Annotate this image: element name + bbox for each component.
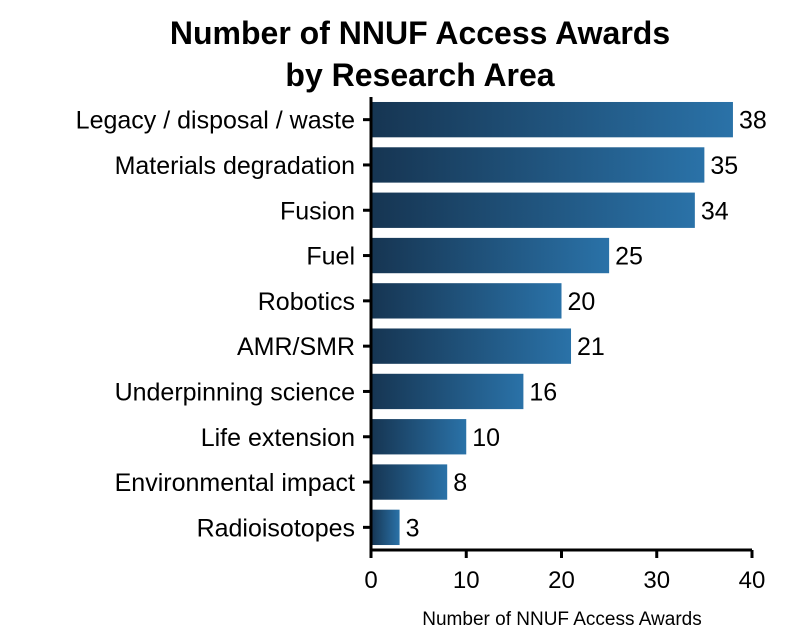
data-label: 38 xyxy=(739,107,767,135)
x-tick-label: 20 xyxy=(548,567,575,594)
data-label: 25 xyxy=(615,243,643,271)
x-tick-label: 10 xyxy=(453,567,480,594)
y-tick-label: Environmental impact xyxy=(115,469,355,497)
y-tick-label: AMR/SMR xyxy=(237,333,355,361)
x-tick-label: 30 xyxy=(643,567,670,594)
data-label: 8 xyxy=(453,469,467,497)
y-tick-label: Life extension xyxy=(201,424,355,452)
bar xyxy=(371,328,572,364)
chart-title-line-2: by Research Area xyxy=(285,57,554,93)
data-label: 34 xyxy=(701,197,729,225)
bar xyxy=(371,419,467,455)
y-tick-label: Materials degradation xyxy=(115,152,355,180)
bar xyxy=(371,509,400,546)
y-tick-label: Radioisotopes xyxy=(197,514,355,542)
data-label: 10 xyxy=(472,424,500,452)
data-label: 21 xyxy=(577,333,605,361)
bar xyxy=(371,101,733,138)
x-tick-label: 0 xyxy=(364,567,377,594)
data-label: 3 xyxy=(406,514,420,542)
data-label: 20 xyxy=(568,288,596,316)
x-tick-label: 40 xyxy=(739,567,766,594)
x-axis-label: Number of NNUF Access Awards xyxy=(422,609,701,630)
y-tick-label: Fuel xyxy=(306,243,355,271)
chart-title-line-1: Number of NNUF Access Awards xyxy=(170,15,670,51)
bar xyxy=(371,192,695,228)
bar xyxy=(371,373,524,410)
data-label: 35 xyxy=(710,152,738,180)
bar xyxy=(371,464,448,500)
y-tick-label: Robotics xyxy=(258,288,355,316)
y-tick-label: Underpinning science xyxy=(115,378,355,406)
y-tick-label: Fusion xyxy=(280,197,355,225)
y-tick-label: Legacy / disposal / waste xyxy=(76,107,355,135)
bar xyxy=(371,147,705,183)
bar xyxy=(371,283,562,319)
bar xyxy=(371,237,610,274)
data-label: 16 xyxy=(529,378,557,406)
